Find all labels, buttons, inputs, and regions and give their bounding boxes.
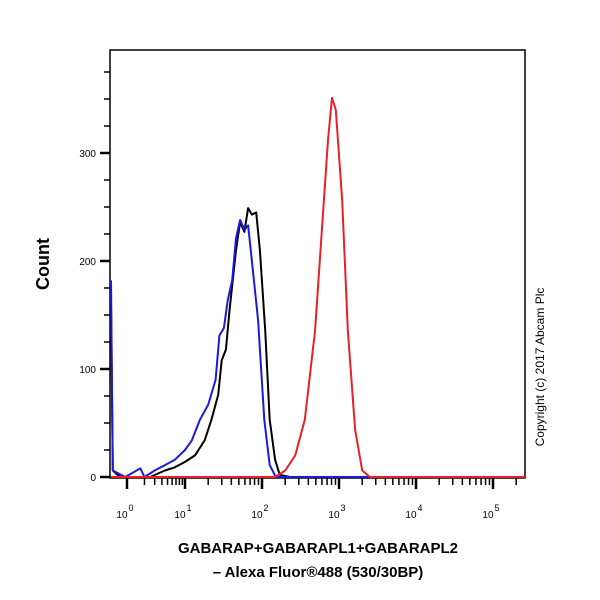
y-tick-label: 300 [79,149,96,160]
x-tick-label: 105 [482,503,499,521]
x-axis-label-line2: – Alexa Fluor®488 (530/30BP) [213,564,424,581]
copyright-annotation: Copyright (c) 2017 Abcam Plc [533,288,547,447]
y-axis-label: Count [33,238,53,290]
histogram-series-0 [110,207,525,478]
y-tick-label: 200 [79,257,96,268]
histogram-series-1 [110,219,525,478]
x-axis-label-line1: GABARAP+GABARAPL1+GABARAPL2 [178,540,458,557]
x-tick-label: 103 [328,503,345,521]
histogram-series-2 [111,96,525,478]
x-tick-label: 100 [116,503,133,521]
plot-frame [109,49,526,479]
x-tick-label: 102 [251,503,268,521]
x-tick-label: 101 [174,503,191,521]
x-tick-label: 104 [405,503,422,521]
y-tick-label: 0 [90,473,96,484]
y-tick-label: 100 [79,365,96,376]
